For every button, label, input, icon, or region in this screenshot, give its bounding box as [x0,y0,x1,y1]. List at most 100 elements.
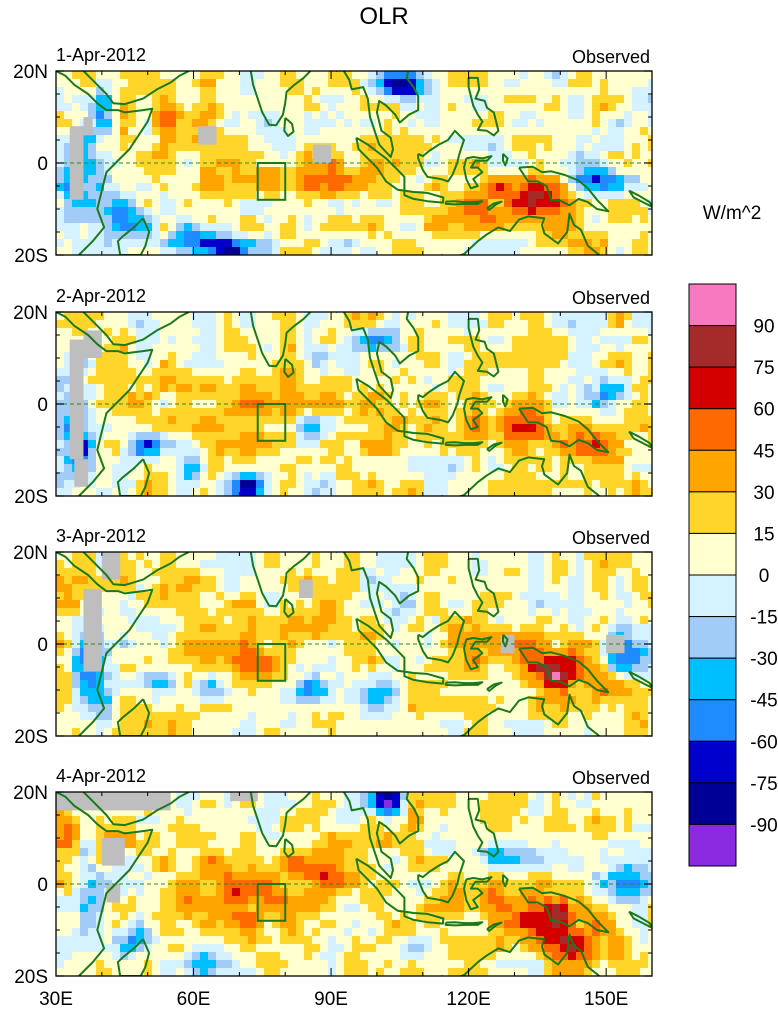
olr-cell [512,560,521,569]
olr-cell [528,472,537,481]
olr-cell [168,440,177,449]
olr-cell [624,440,633,449]
olr-cell [240,119,249,128]
olr-cell [328,183,337,192]
olr-cell [88,191,97,200]
olr-field-3 [56,552,657,737]
olr-cell [568,247,577,256]
olr-cell [344,624,353,633]
olr-cell [408,71,417,80]
olr-cell [520,135,529,144]
olr-cell [568,632,577,641]
olr-cell [568,376,577,385]
olr-cell [528,600,537,609]
olr-cell [576,432,585,441]
olr-cell [168,408,177,417]
olr-cell [56,336,65,345]
olr-cell [192,95,201,104]
olr-cell [104,608,113,617]
olr-cell [408,167,417,176]
olr-cell [312,328,321,337]
olr-cell [208,87,217,96]
olr-cell [544,632,553,641]
olr-cell [608,312,617,321]
olr-cell [272,368,281,377]
olr-cell [384,231,393,240]
olr-cell [456,215,465,224]
olr-cell [160,384,169,393]
olr-cell [488,239,497,248]
olr-cell [160,488,169,497]
olr-cell [296,175,305,184]
olr-cell [432,111,441,120]
olr-cell [384,688,393,697]
olr-cell [104,424,113,433]
olr-cell [400,632,409,641]
olr-cell [120,552,129,561]
olr-cell [640,183,649,192]
olr-cell [264,696,273,705]
olr-cell [536,151,545,160]
olr-cell [216,608,225,617]
olr-cell [552,231,561,240]
olr-cell [552,215,561,224]
olr-cell [608,408,617,417]
olr-cell [520,239,529,248]
olr-cell [432,223,441,232]
olr-cell [168,584,177,593]
olr-cell [56,440,65,449]
olr-cell [424,119,433,128]
olr-cell [72,223,81,232]
olr-cell [624,95,633,104]
olr-cell [448,584,457,593]
olr-cell [352,664,361,673]
olr-cell [264,472,273,481]
olr-cell [264,616,273,625]
olr-cell [504,424,513,433]
olr-cell [160,672,169,681]
olr-cell [160,352,169,361]
olr-cell [248,175,257,184]
olr-cell [128,167,137,176]
olr-cell [600,231,609,240]
olr-cell [320,672,329,681]
olr-cell [192,440,201,449]
olr-cell [336,368,345,377]
olr-cell [472,672,481,681]
olr-cell [104,472,113,481]
olr-cell [224,103,233,112]
olr-cell [352,207,361,216]
olr-cell [216,672,225,681]
olr-cell [416,183,425,192]
olr-cell [520,320,529,329]
olr-cell [592,360,601,369]
olr-cell [112,360,121,369]
olr-cell [392,191,401,200]
olr-cell [304,376,313,385]
olr-cell [320,600,329,609]
olr-cell [400,440,409,449]
olr-cell [136,119,145,128]
olr-cell [608,392,617,401]
olr-cell [232,336,241,345]
olr-cell [328,215,337,224]
olr-cell [384,464,393,473]
olr-cell [112,352,121,361]
olr-cell [568,231,577,240]
olr-cell [120,360,129,369]
olr-cell [600,167,609,176]
olr-cell [624,207,633,216]
olr-cell [416,592,425,601]
olr-cell [248,632,257,641]
olr-cell [392,480,401,489]
olr-cell [328,135,337,144]
olr-cell [496,312,505,321]
olr-cell [296,103,305,112]
olr-cell [512,664,521,673]
olr-cell [376,191,385,200]
olr-cell [504,167,513,176]
olr-cell [408,336,417,345]
olr-cell [408,207,417,216]
olr-cell [224,648,233,657]
olr-cell [216,664,225,673]
